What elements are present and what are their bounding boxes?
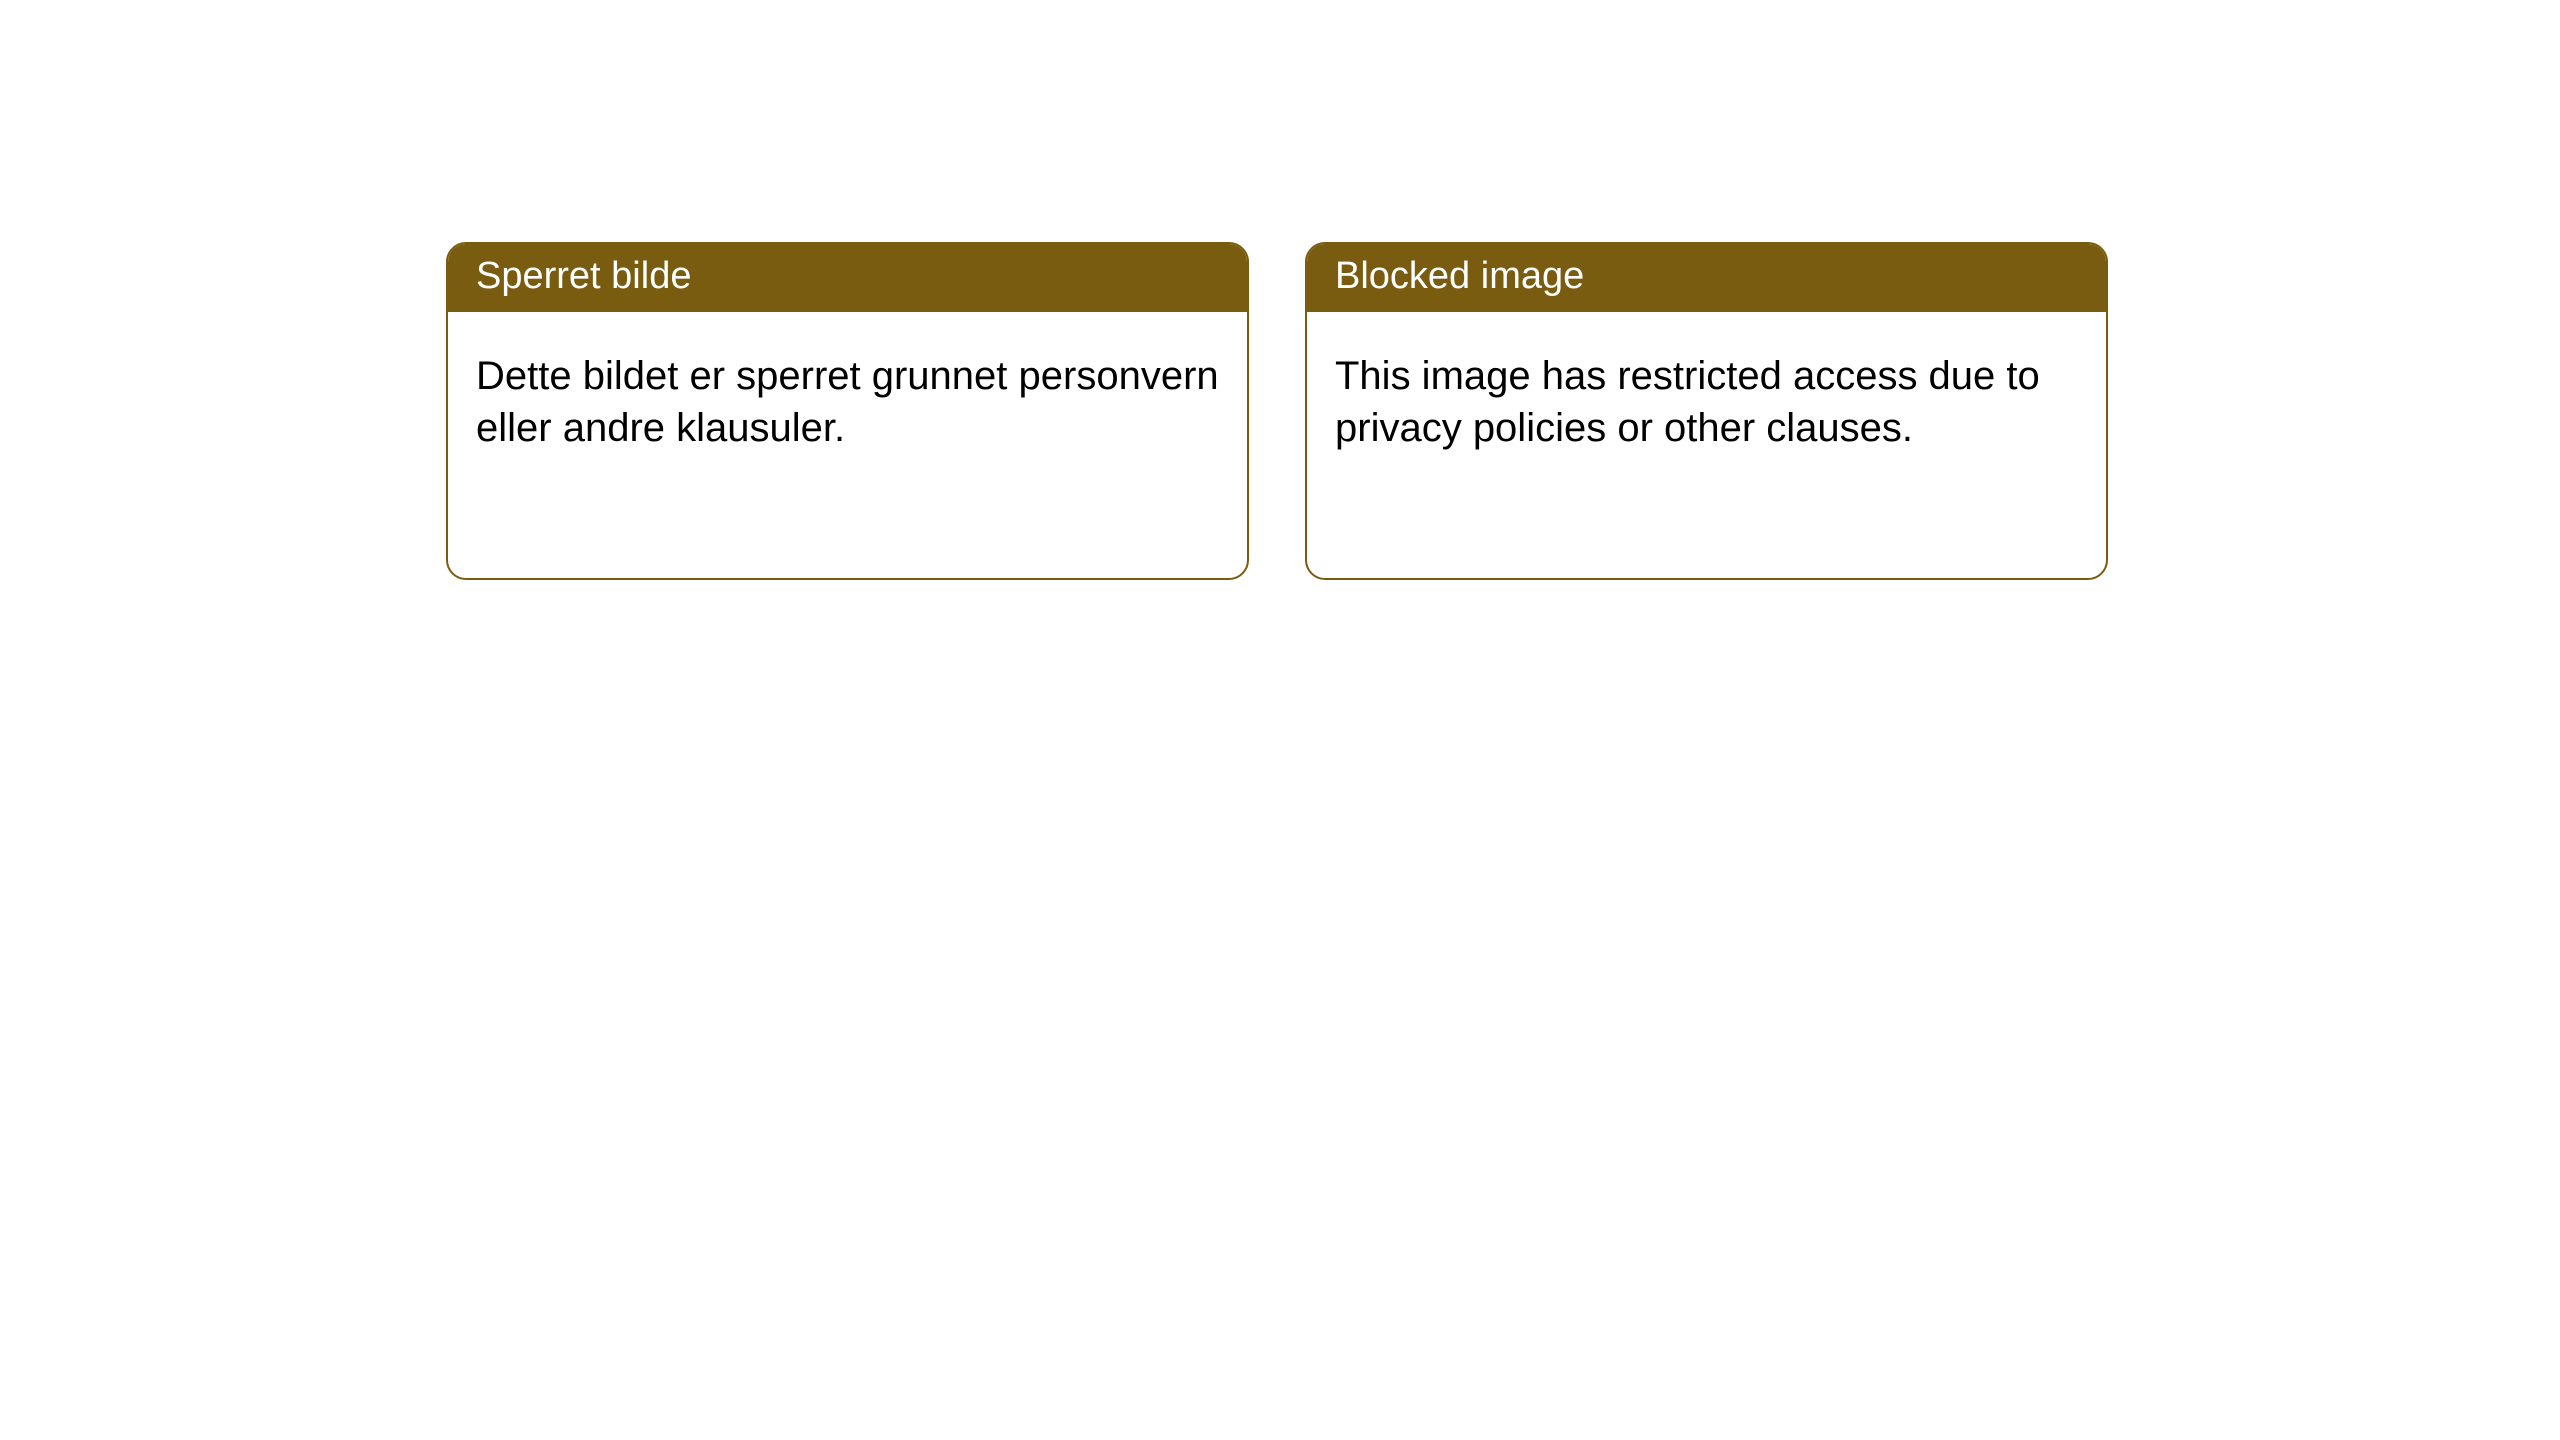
notice-body: Dette bildet er sperret grunnet personve… [448,312,1247,482]
notice-card-english: Blocked image This image has restricted … [1305,242,2108,580]
notices-container: Sperret bilde Dette bildet er sperret gr… [0,0,2560,580]
notice-body: This image has restricted access due to … [1307,312,2106,482]
notice-card-norwegian: Sperret bilde Dette bildet er sperret gr… [446,242,1249,580]
notice-header: Sperret bilde [448,244,1247,312]
notice-header: Blocked image [1307,244,2106,312]
